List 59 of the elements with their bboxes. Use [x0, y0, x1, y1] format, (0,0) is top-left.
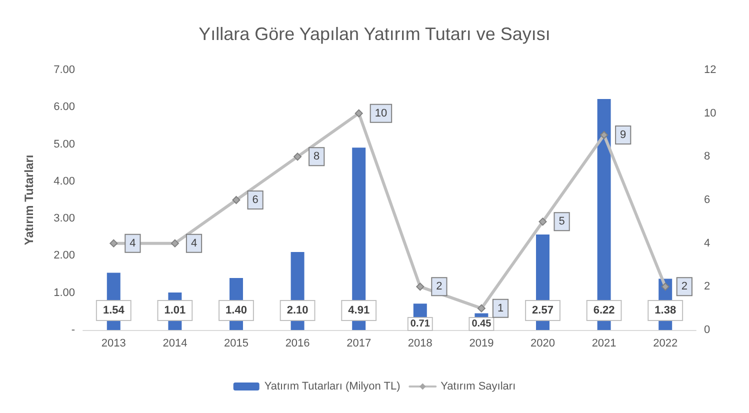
- data-label: 6.22: [593, 304, 615, 316]
- point: [416, 282, 424, 291]
- data-label: 2: [681, 280, 688, 293]
- y-tick-label: 6.00: [54, 101, 75, 114]
- data-label: 9: [620, 129, 626, 141]
- x-tick-label: 2014: [162, 338, 188, 350]
- y-tick-label: 4.00: [54, 175, 75, 188]
- legend-label: Yatırım Sayıları: [440, 380, 516, 392]
- y2-tick-label: 8: [704, 150, 710, 163]
- y2-tick-label: 10: [704, 107, 716, 120]
- point: [354, 109, 363, 118]
- data-label: 4: [130, 237, 136, 250]
- x-tick-label: 2015: [224, 338, 248, 350]
- y-tick-label: 3.00: [54, 212, 75, 225]
- point: [600, 131, 608, 139]
- x-tick-label: 2018: [408, 338, 432, 350]
- y2-tick-label: 6: [704, 194, 710, 206]
- data-label: 2.10: [286, 304, 308, 316]
- point: [661, 282, 670, 291]
- point: [538, 218, 547, 226]
- data-label: 1.54: [102, 304, 126, 316]
- y2-tick-label: 2: [704, 280, 710, 293]
- y-tick-label: 1.00: [54, 286, 75, 299]
- data-label: 4: [190, 237, 198, 250]
- data-label: 5: [558, 216, 565, 228]
- x-tick-label: 2022: [653, 338, 678, 350]
- point: [110, 239, 118, 248]
- point: [477, 304, 486, 312]
- data-label: 2: [436, 280, 442, 293]
- data-label: 1.40: [226, 304, 247, 316]
- data-label: 1.38: [654, 304, 676, 316]
- data-label: 0.45: [472, 318, 492, 330]
- x-tick-label: 2019: [469, 338, 494, 350]
- x-tick-label: 2021: [592, 338, 616, 350]
- y2-tick-label: 12: [704, 64, 716, 76]
- data-label: 10: [374, 107, 388, 120]
- x-tick-label: 2017: [346, 338, 372, 350]
- point: [294, 152, 302, 161]
- x-tick-label: 2013: [101, 338, 126, 350]
- y-tick-label: 5.00: [54, 138, 75, 150]
- y-tick-label: -: [71, 324, 76, 336]
- y-tick-label: 2.00: [54, 250, 75, 262]
- data-label: 0.71: [410, 318, 430, 330]
- x-tick-label: 2020: [530, 338, 555, 350]
- y2-tick-label: 0: [704, 324, 710, 336]
- data-label: 2.57: [532, 304, 554, 316]
- y2-tick-label: 4: [704, 237, 710, 250]
- point: [170, 239, 179, 248]
- x-tick-label: 2016: [285, 338, 310, 350]
- data-label: 8: [314, 150, 320, 163]
- point: [232, 196, 240, 204]
- legend-label: Yatırım Tutarları (Milyon TL): [264, 380, 400, 392]
- data-label: 4.91: [348, 304, 370, 316]
- y-tick-label: 7.00: [54, 64, 75, 76]
- data-label: 1: [497, 302, 504, 314]
- data-label: 1.01: [164, 304, 186, 316]
- y-axis-title: Yatırım Tutarları: [22, 154, 36, 246]
- data-label: 6: [252, 194, 258, 206]
- chart-title: Yıllara Göre Yapılan Yatırım Tutarı ve Sayısı: [198, 24, 550, 44]
